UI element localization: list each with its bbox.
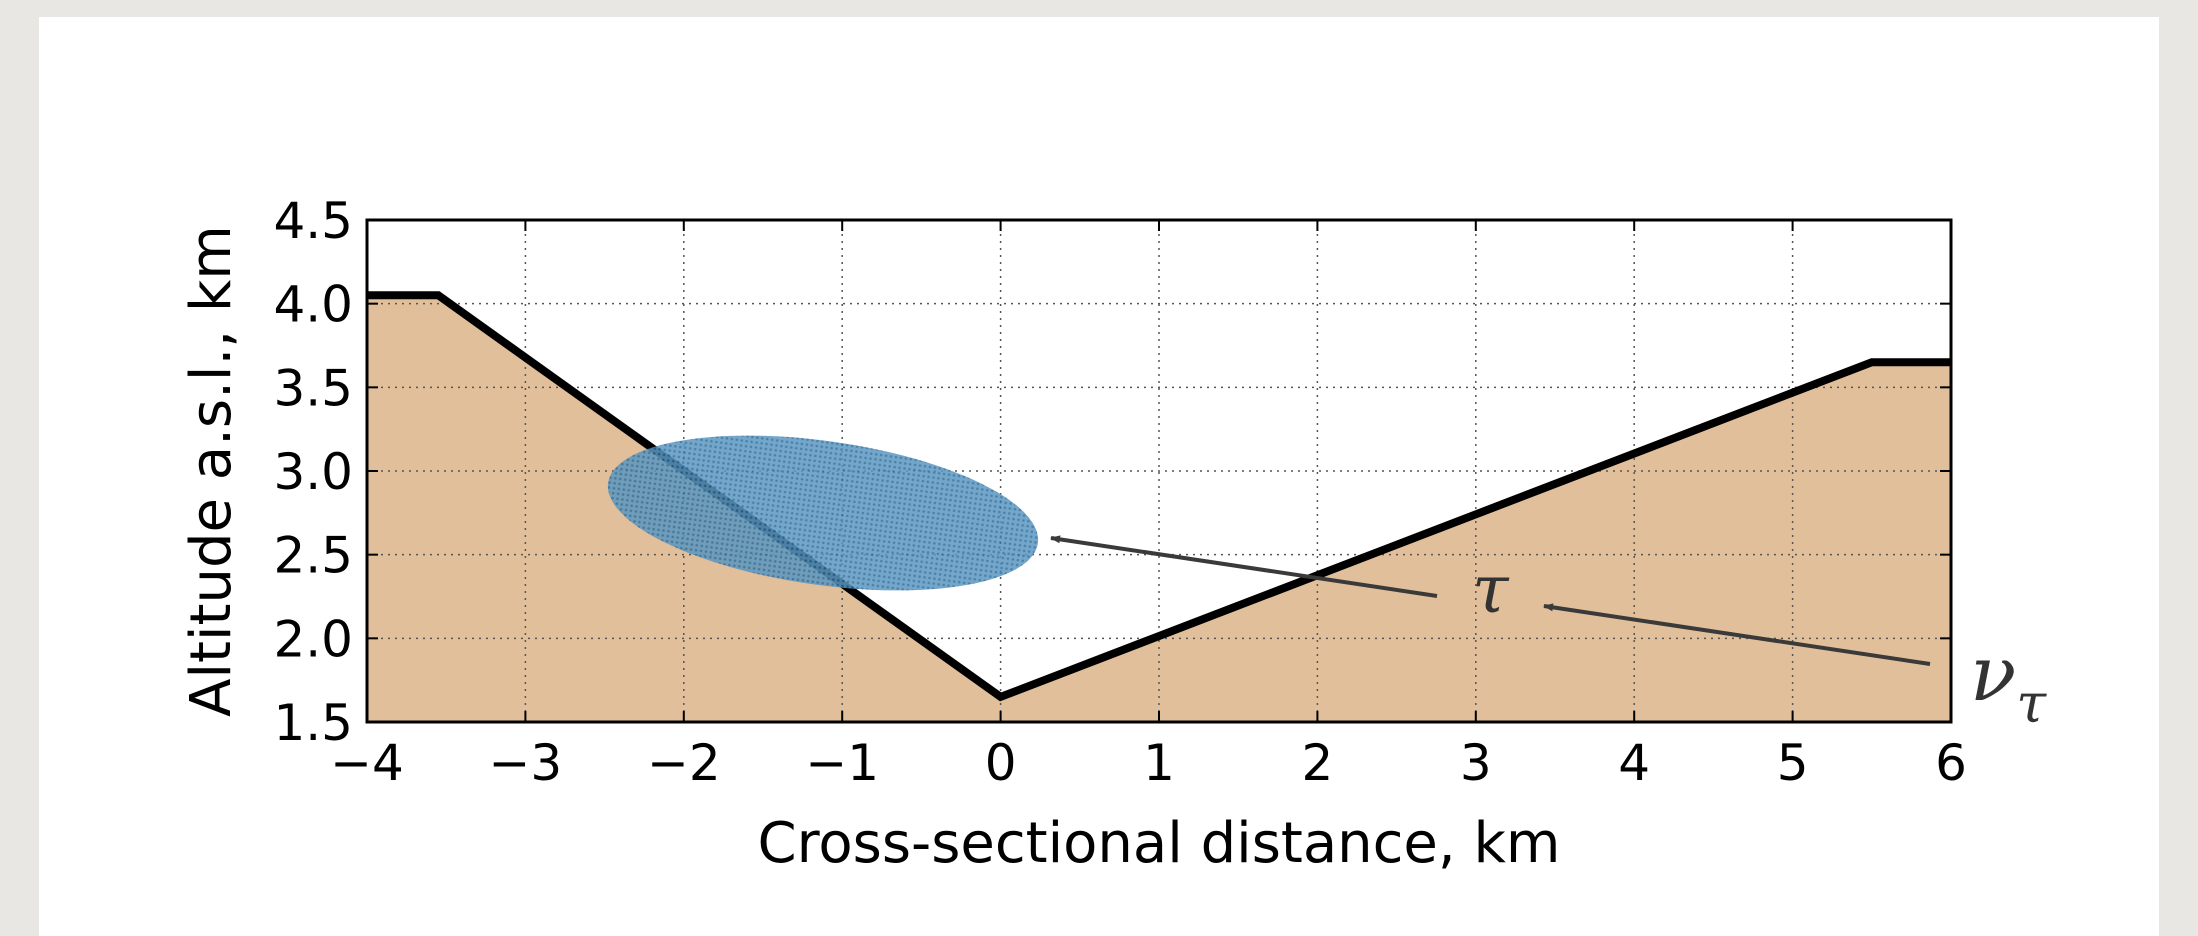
y-tick-label: 4.5 bbox=[273, 192, 353, 250]
page: {"chart_data": {"type": "area", "x": [-4… bbox=[0, 0, 2198, 936]
x-tick-label: 2 bbox=[1301, 734, 1333, 792]
chart: −4−3−2−101234561.52.02.53.03.54.04.5Cros… bbox=[0, 0, 2198, 936]
x-tick-label: 3 bbox=[1460, 734, 1492, 792]
y-tick-label: 3.5 bbox=[273, 359, 353, 417]
x-tick-label: 0 bbox=[985, 734, 1017, 792]
y-axis-label: Altitude a.s.l., km bbox=[179, 225, 244, 717]
x-tick-label: 4 bbox=[1618, 734, 1650, 792]
y-tick-label: 2.5 bbox=[273, 527, 353, 585]
nu-label: ντ bbox=[1970, 629, 2047, 735]
x-tick-label: −3 bbox=[489, 734, 563, 792]
y-tick-label: 2.0 bbox=[273, 610, 353, 668]
x-axis-label: Cross-sectional distance, km bbox=[758, 811, 1561, 876]
nu-symbol: ν bbox=[1970, 629, 2016, 718]
x-tick-label: 6 bbox=[1935, 734, 1967, 792]
y-tick-label: 1.5 bbox=[273, 694, 353, 752]
x-tick-label: −1 bbox=[805, 734, 879, 792]
tau-label: τ bbox=[1472, 551, 1510, 628]
x-tick-label: −2 bbox=[647, 734, 721, 792]
x-tick-label: 5 bbox=[1777, 734, 1809, 792]
x-tick-label: 1 bbox=[1143, 734, 1175, 792]
y-tick-label: 4.0 bbox=[273, 276, 353, 334]
nu-subscript: τ bbox=[2016, 672, 2047, 735]
y-tick-label: 3.0 bbox=[273, 443, 353, 501]
